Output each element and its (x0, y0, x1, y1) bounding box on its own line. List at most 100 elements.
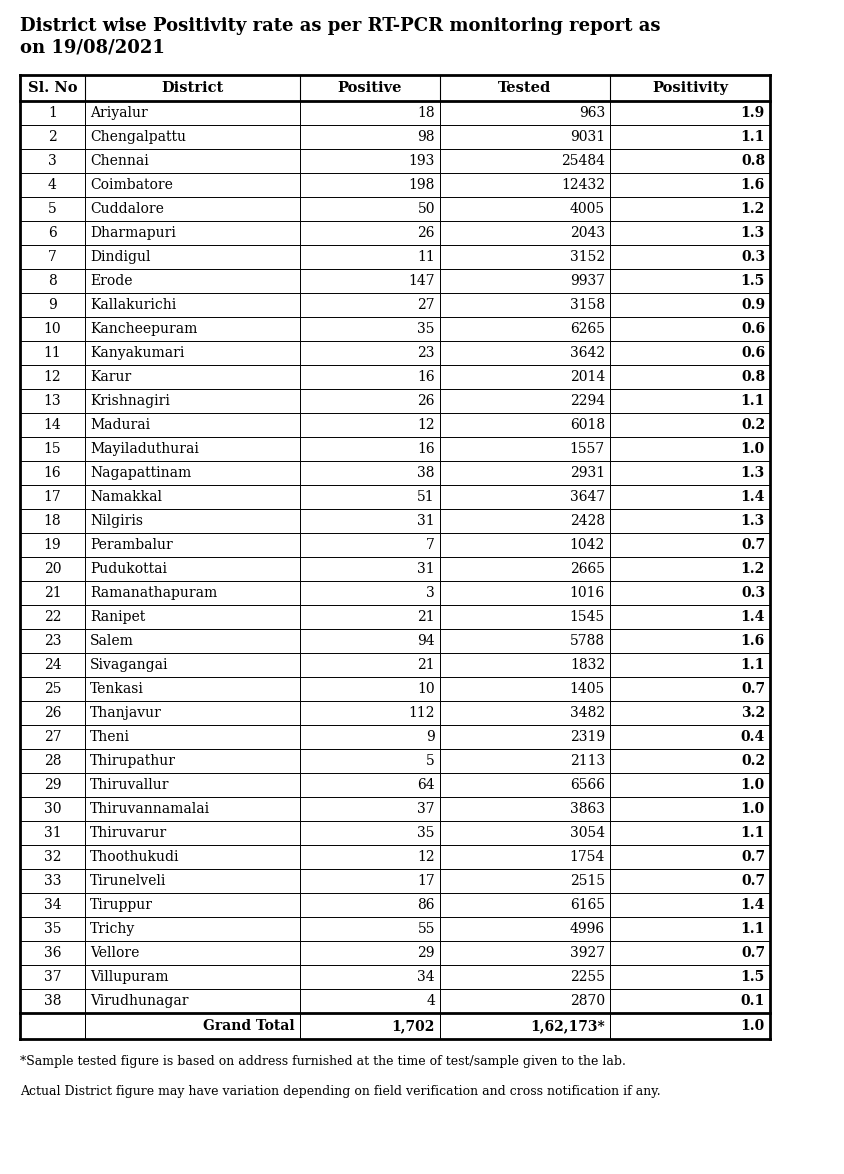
Text: 27: 27 (418, 298, 435, 312)
Text: Actual District figure may have variation depending on field verification and cr: Actual District figure may have variatio… (20, 1085, 661, 1098)
Text: 0.8: 0.8 (741, 370, 765, 384)
Text: 33: 33 (44, 873, 62, 888)
Text: 7: 7 (48, 250, 57, 264)
Text: 8: 8 (48, 274, 57, 288)
Text: 1.4: 1.4 (741, 610, 765, 625)
Text: Ariyalur: Ariyalur (90, 106, 148, 120)
Text: Grand Total: Grand Total (203, 1019, 295, 1033)
Text: 6018: 6018 (570, 418, 605, 432)
Text: 34: 34 (418, 970, 435, 984)
Text: 0.8: 0.8 (741, 154, 765, 168)
Text: Tested: Tested (498, 81, 552, 95)
Text: 19: 19 (44, 538, 62, 552)
Text: Coimbatore: Coimbatore (90, 178, 173, 193)
Text: 27: 27 (44, 730, 62, 744)
Text: Perambalur: Perambalur (90, 538, 173, 552)
Text: 21: 21 (44, 586, 62, 600)
Text: Tenkasi: Tenkasi (90, 682, 143, 696)
Text: 193: 193 (408, 154, 435, 168)
Text: Nilgiris: Nilgiris (90, 514, 143, 528)
Text: 1.6: 1.6 (741, 178, 765, 193)
Text: 0.7: 0.7 (741, 682, 765, 696)
Text: 963: 963 (579, 106, 605, 120)
Text: Cuddalore: Cuddalore (90, 202, 164, 216)
Text: 1.0: 1.0 (741, 802, 765, 816)
Text: 11: 11 (417, 250, 435, 264)
Text: 10: 10 (418, 682, 435, 696)
Text: 112: 112 (408, 706, 435, 720)
Text: 1832: 1832 (570, 657, 605, 672)
Text: 18: 18 (418, 106, 435, 120)
Text: 1,62,173*: 1,62,173* (530, 1019, 605, 1033)
Text: 32: 32 (44, 850, 62, 864)
Text: 2870: 2870 (570, 994, 605, 1008)
Text: 2515: 2515 (570, 873, 605, 888)
Text: 0.2: 0.2 (741, 418, 765, 432)
Text: 34: 34 (44, 898, 62, 912)
Text: 23: 23 (44, 634, 62, 648)
Text: Virudhunagar: Virudhunagar (90, 994, 188, 1008)
Text: 1016: 1016 (570, 586, 605, 600)
Text: 29: 29 (418, 946, 435, 960)
Text: District: District (161, 81, 224, 95)
Text: *Sample tested figure is based on address furnished at the time of test/sample g: *Sample tested figure is based on addres… (20, 1055, 626, 1068)
Text: 16: 16 (418, 370, 435, 384)
Text: 21: 21 (418, 657, 435, 672)
Text: 3054: 3054 (570, 826, 605, 841)
Text: 1.5: 1.5 (741, 274, 765, 288)
Text: 26: 26 (44, 706, 62, 720)
Text: Salem: Salem (90, 634, 134, 648)
Text: 24: 24 (44, 657, 62, 672)
Text: 3152: 3152 (570, 250, 605, 264)
Text: Chengalpattu: Chengalpattu (90, 130, 186, 144)
Text: 38: 38 (418, 466, 435, 480)
Text: 2014: 2014 (570, 370, 605, 384)
Text: 0.7: 0.7 (741, 850, 765, 864)
Text: 0.6: 0.6 (741, 322, 765, 336)
Text: Nagapattinam: Nagapattinam (90, 466, 192, 480)
Text: 1042: 1042 (570, 538, 605, 552)
Text: Kallakurichi: Kallakurichi (90, 298, 176, 312)
Text: 35: 35 (44, 922, 62, 936)
Text: 3: 3 (426, 586, 435, 600)
Text: 25484: 25484 (561, 154, 605, 168)
Text: 147: 147 (408, 274, 435, 288)
Text: 2: 2 (48, 130, 57, 144)
Text: 55: 55 (418, 922, 435, 936)
Text: 51: 51 (418, 490, 435, 504)
Text: 35: 35 (418, 826, 435, 841)
Text: 2665: 2665 (570, 562, 605, 576)
Text: 1: 1 (48, 106, 57, 120)
Text: 3482: 3482 (570, 706, 605, 720)
Text: 37: 37 (418, 802, 435, 816)
Text: 16: 16 (418, 441, 435, 456)
Text: 12432: 12432 (561, 178, 605, 193)
Text: 17: 17 (417, 873, 435, 888)
Text: 1557: 1557 (570, 441, 605, 456)
Text: 0.3: 0.3 (741, 586, 765, 600)
Text: 12: 12 (418, 418, 435, 432)
Text: Namakkal: Namakkal (90, 490, 162, 504)
Text: Thiruvallur: Thiruvallur (90, 778, 170, 792)
Text: 2043: 2043 (570, 227, 605, 239)
Text: 25: 25 (44, 682, 62, 696)
Text: 5: 5 (426, 754, 435, 768)
Text: 6265: 6265 (570, 322, 605, 336)
Text: Krishnagiri: Krishnagiri (90, 394, 170, 409)
Text: Thiruvannamalai: Thiruvannamalai (90, 802, 210, 816)
Text: 1.2: 1.2 (741, 562, 765, 576)
Text: 15: 15 (44, 441, 62, 456)
Text: Karur: Karur (90, 370, 132, 384)
Text: on 19/08/2021: on 19/08/2021 (20, 39, 165, 58)
Text: Mayiladuthurai: Mayiladuthurai (90, 441, 199, 456)
Text: 1.3: 1.3 (741, 514, 765, 528)
Text: District wise Positivity rate as per RT-PCR monitoring report as: District wise Positivity rate as per RT-… (20, 16, 661, 35)
Text: 1.3: 1.3 (741, 466, 765, 480)
Text: 1545: 1545 (570, 610, 605, 625)
Text: 5: 5 (48, 202, 57, 216)
Text: 31: 31 (418, 562, 435, 576)
Text: 17: 17 (44, 490, 62, 504)
Text: 0.4: 0.4 (741, 730, 765, 744)
Text: Chennai: Chennai (90, 154, 149, 168)
Text: 2428: 2428 (570, 514, 605, 528)
